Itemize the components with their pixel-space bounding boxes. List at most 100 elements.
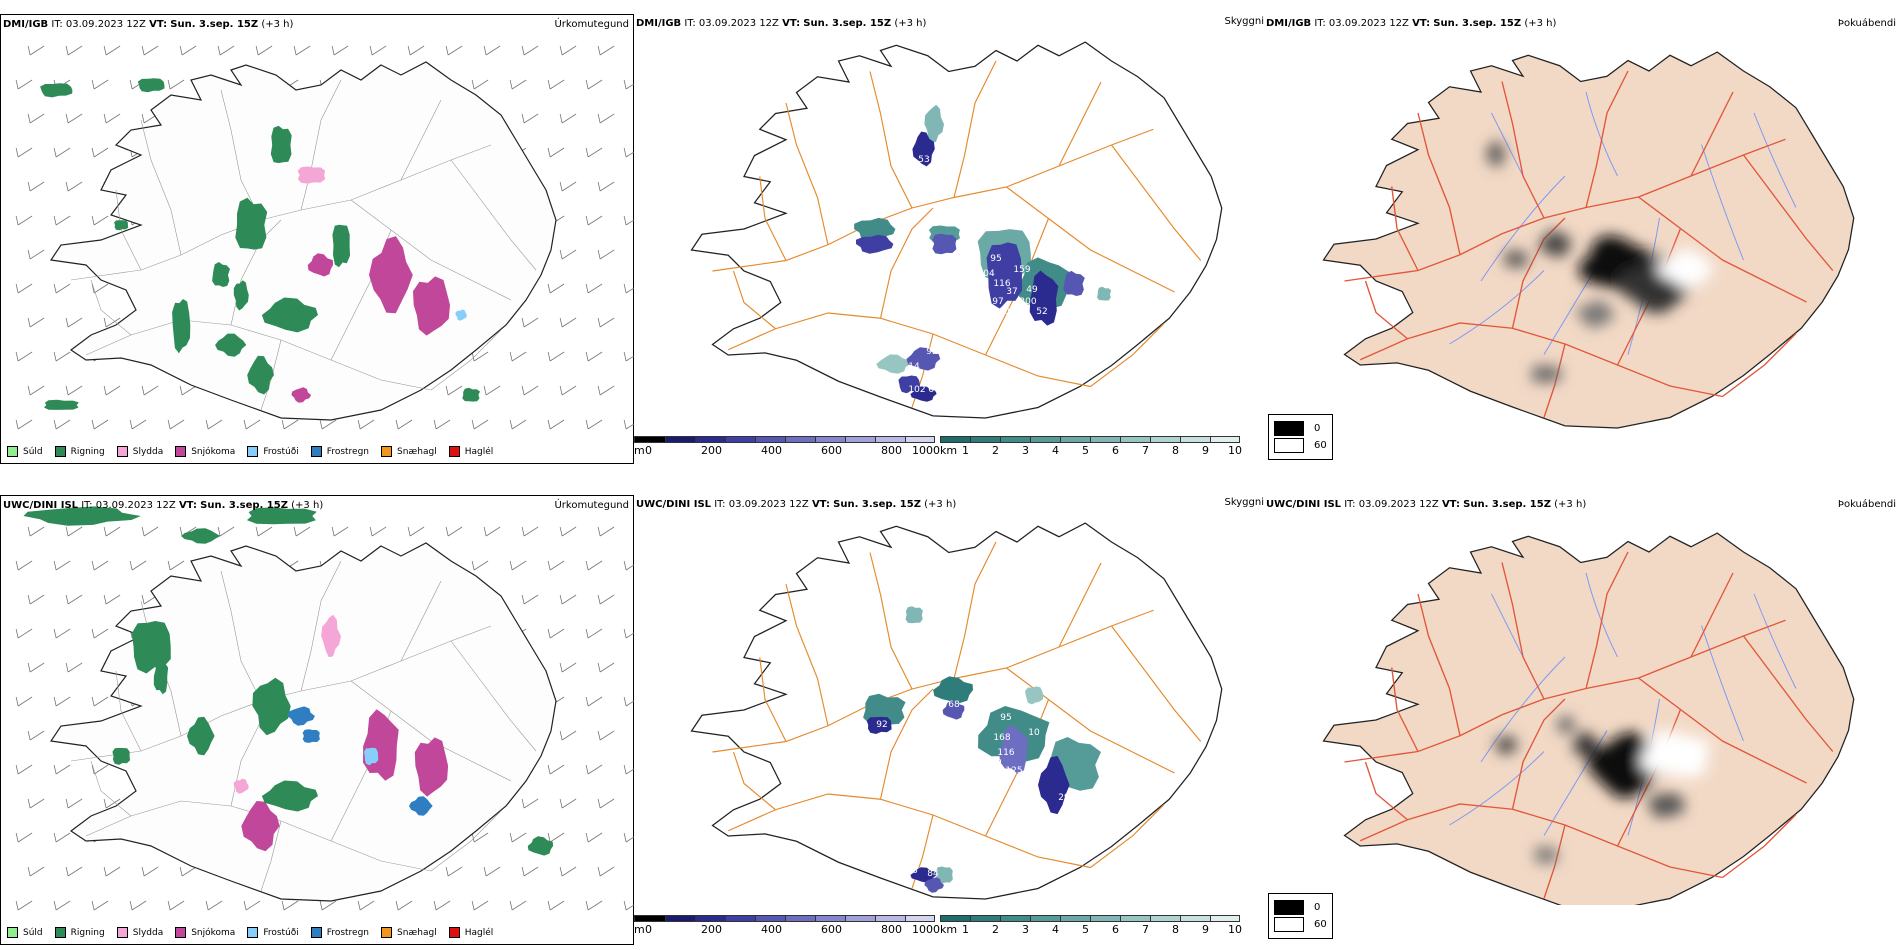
wind-barb [547,764,565,775]
visibility-area [854,217,896,241]
road-line [1344,619,1786,763]
wind-barb [559,594,577,605]
precip-area [527,836,554,856]
wind-barb [53,147,71,158]
precip-area [261,297,318,333]
road-line [90,279,132,336]
wind-barb [141,45,159,56]
precip-area [369,236,413,314]
wind-barb [559,730,577,741]
wind-barb [65,594,83,605]
wind-barb [53,560,71,571]
legend-swatch [7,927,18,938]
precip-area [332,224,350,268]
road-line [1722,333,1797,398]
colorbar-labels: km 1 2 3 4 5 6 7 8 9 10 [940,444,1242,457]
road-line [1638,677,1807,784]
road-line [350,199,512,301]
legend-swatch [175,927,187,938]
wind-barb [91,419,109,430]
wind-barb [53,764,71,775]
product-type: Úrkomutegund [554,19,629,30]
wind-barb [65,526,83,537]
road-line [712,609,1154,753]
cloud-panel-row2: 68 92 10 95 168 116 125 29 86 84 10 69 UWC/DINI ISL… [634,495,1266,905]
legend-item: Frostúði [247,927,299,938]
wind-barb [53,696,71,707]
road-line [400,99,442,181]
wind-barb [293,526,311,537]
legend-swatch [116,927,128,938]
wind-barb [585,832,603,843]
wind-barb [103,798,121,809]
cloud-base-label: 69 [990,758,1002,768]
wind-barb [91,900,109,911]
wind-barb [369,45,387,56]
visibility-area [876,354,911,374]
road-line [430,810,502,872]
river-line [1753,112,1797,208]
road-line [1391,186,1419,271]
road-line [115,189,142,271]
fog-map-row1 [1322,51,1855,429]
road-line [1006,186,1175,293]
fog-legend-row2: 0 60 [1268,893,1333,939]
cloud-base-label: 68 [948,700,960,710]
wind-barb [319,419,337,430]
wind-barb [15,696,33,707]
wind-barb [141,866,159,877]
river-line [1449,270,1545,345]
legend-swatch [247,446,259,457]
wind-barb [585,283,603,294]
legend-item: Snæhagl [381,446,437,457]
precip-area [181,528,221,544]
precip-area [455,309,467,321]
fog-legend-item: 60 [1274,917,1327,932]
legend-swatch [54,927,66,938]
wind-barb [585,696,603,707]
wind-barb [585,900,603,911]
cloud-base-area [1063,270,1085,296]
wind-barb [27,866,45,877]
legend-swatch [310,927,322,938]
cloud-base-area [924,877,944,893]
road-line [450,640,537,752]
wind-barb [15,628,33,639]
road-line [1511,217,1566,329]
wind-barb [521,526,539,537]
wind-barb [509,351,527,362]
road-line [728,312,1091,388]
wind-barb [331,526,349,537]
cloud-base-label: 34 [1060,337,1072,347]
road-line [450,159,537,271]
wind-barb [547,79,565,90]
wind-barb [445,526,463,537]
wind-barb [369,526,387,537]
road-line [759,176,787,261]
cloud-base-areas [866,700,1070,893]
precip-area [462,387,480,402]
wind-barb [15,560,33,571]
wind-barb [559,317,577,328]
cloud-base-label: 60 [998,307,1010,317]
wind-barb [91,147,109,158]
cloud-base-colorbar-row2: m 0 200 400 600 800 1000 [634,915,940,936]
cloud-base-area [910,867,937,883]
wind-barb [91,560,109,571]
river-line [1480,656,1566,763]
product-type: Úrkomutegund [554,500,629,511]
iceland-outline [1322,532,1855,905]
fog-area [1576,300,1616,328]
wind-barb [15,147,33,158]
wind-barb [103,526,121,537]
wind-barb [65,45,83,56]
cloud-base-area [910,386,937,402]
fog-panel-row2: UWC/DINI ISL IT: 03.09.2023 12Z VT: Sun.… [1266,495,1900,905]
colorbar-boxes [634,915,939,922]
wind-barb [65,385,83,396]
cloud-base-label: 300 [1019,297,1036,307]
road-line [1058,562,1102,648]
wind-barb [547,351,565,362]
wind-barb [65,798,83,809]
river-line [1585,91,1618,177]
